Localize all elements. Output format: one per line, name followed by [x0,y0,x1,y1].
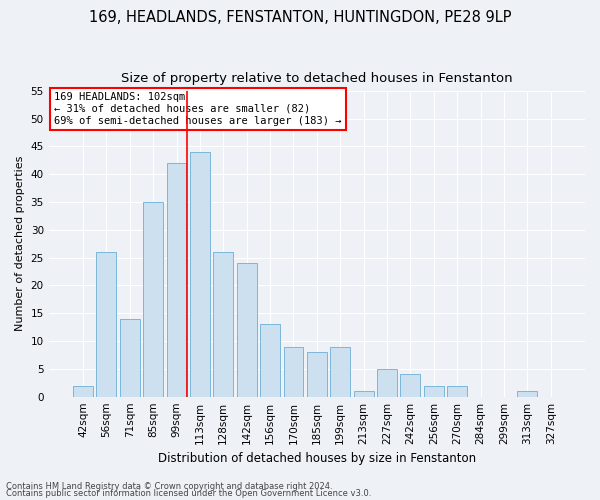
Y-axis label: Number of detached properties: Number of detached properties [15,156,25,332]
Text: Contains public sector information licensed under the Open Government Licence v3: Contains public sector information licen… [6,489,371,498]
Bar [120,319,140,396]
Bar [284,346,304,397]
Bar [214,252,233,396]
Bar [307,352,327,397]
Bar [143,202,163,396]
Bar [167,163,187,396]
Bar [447,386,467,396]
Bar [400,374,421,396]
Text: Contains HM Land Registry data © Crown copyright and database right 2024.: Contains HM Land Registry data © Crown c… [6,482,332,491]
Bar [424,386,443,396]
Text: 169, HEADLANDS, FENSTANTON, HUNTINGDON, PE28 9LP: 169, HEADLANDS, FENSTANTON, HUNTINGDON, … [89,10,511,25]
Bar [237,263,257,396]
Bar [377,369,397,396]
Bar [330,346,350,397]
Bar [190,152,210,396]
Bar [517,391,537,396]
Bar [353,391,374,396]
Bar [260,324,280,396]
X-axis label: Distribution of detached houses by size in Fenstanton: Distribution of detached houses by size … [158,452,476,465]
Bar [73,386,93,396]
Text: 169 HEADLANDS: 102sqm
← 31% of detached houses are smaller (82)
69% of semi-deta: 169 HEADLANDS: 102sqm ← 31% of detached … [54,92,341,126]
Title: Size of property relative to detached houses in Fenstanton: Size of property relative to detached ho… [121,72,512,86]
Bar [97,252,116,396]
